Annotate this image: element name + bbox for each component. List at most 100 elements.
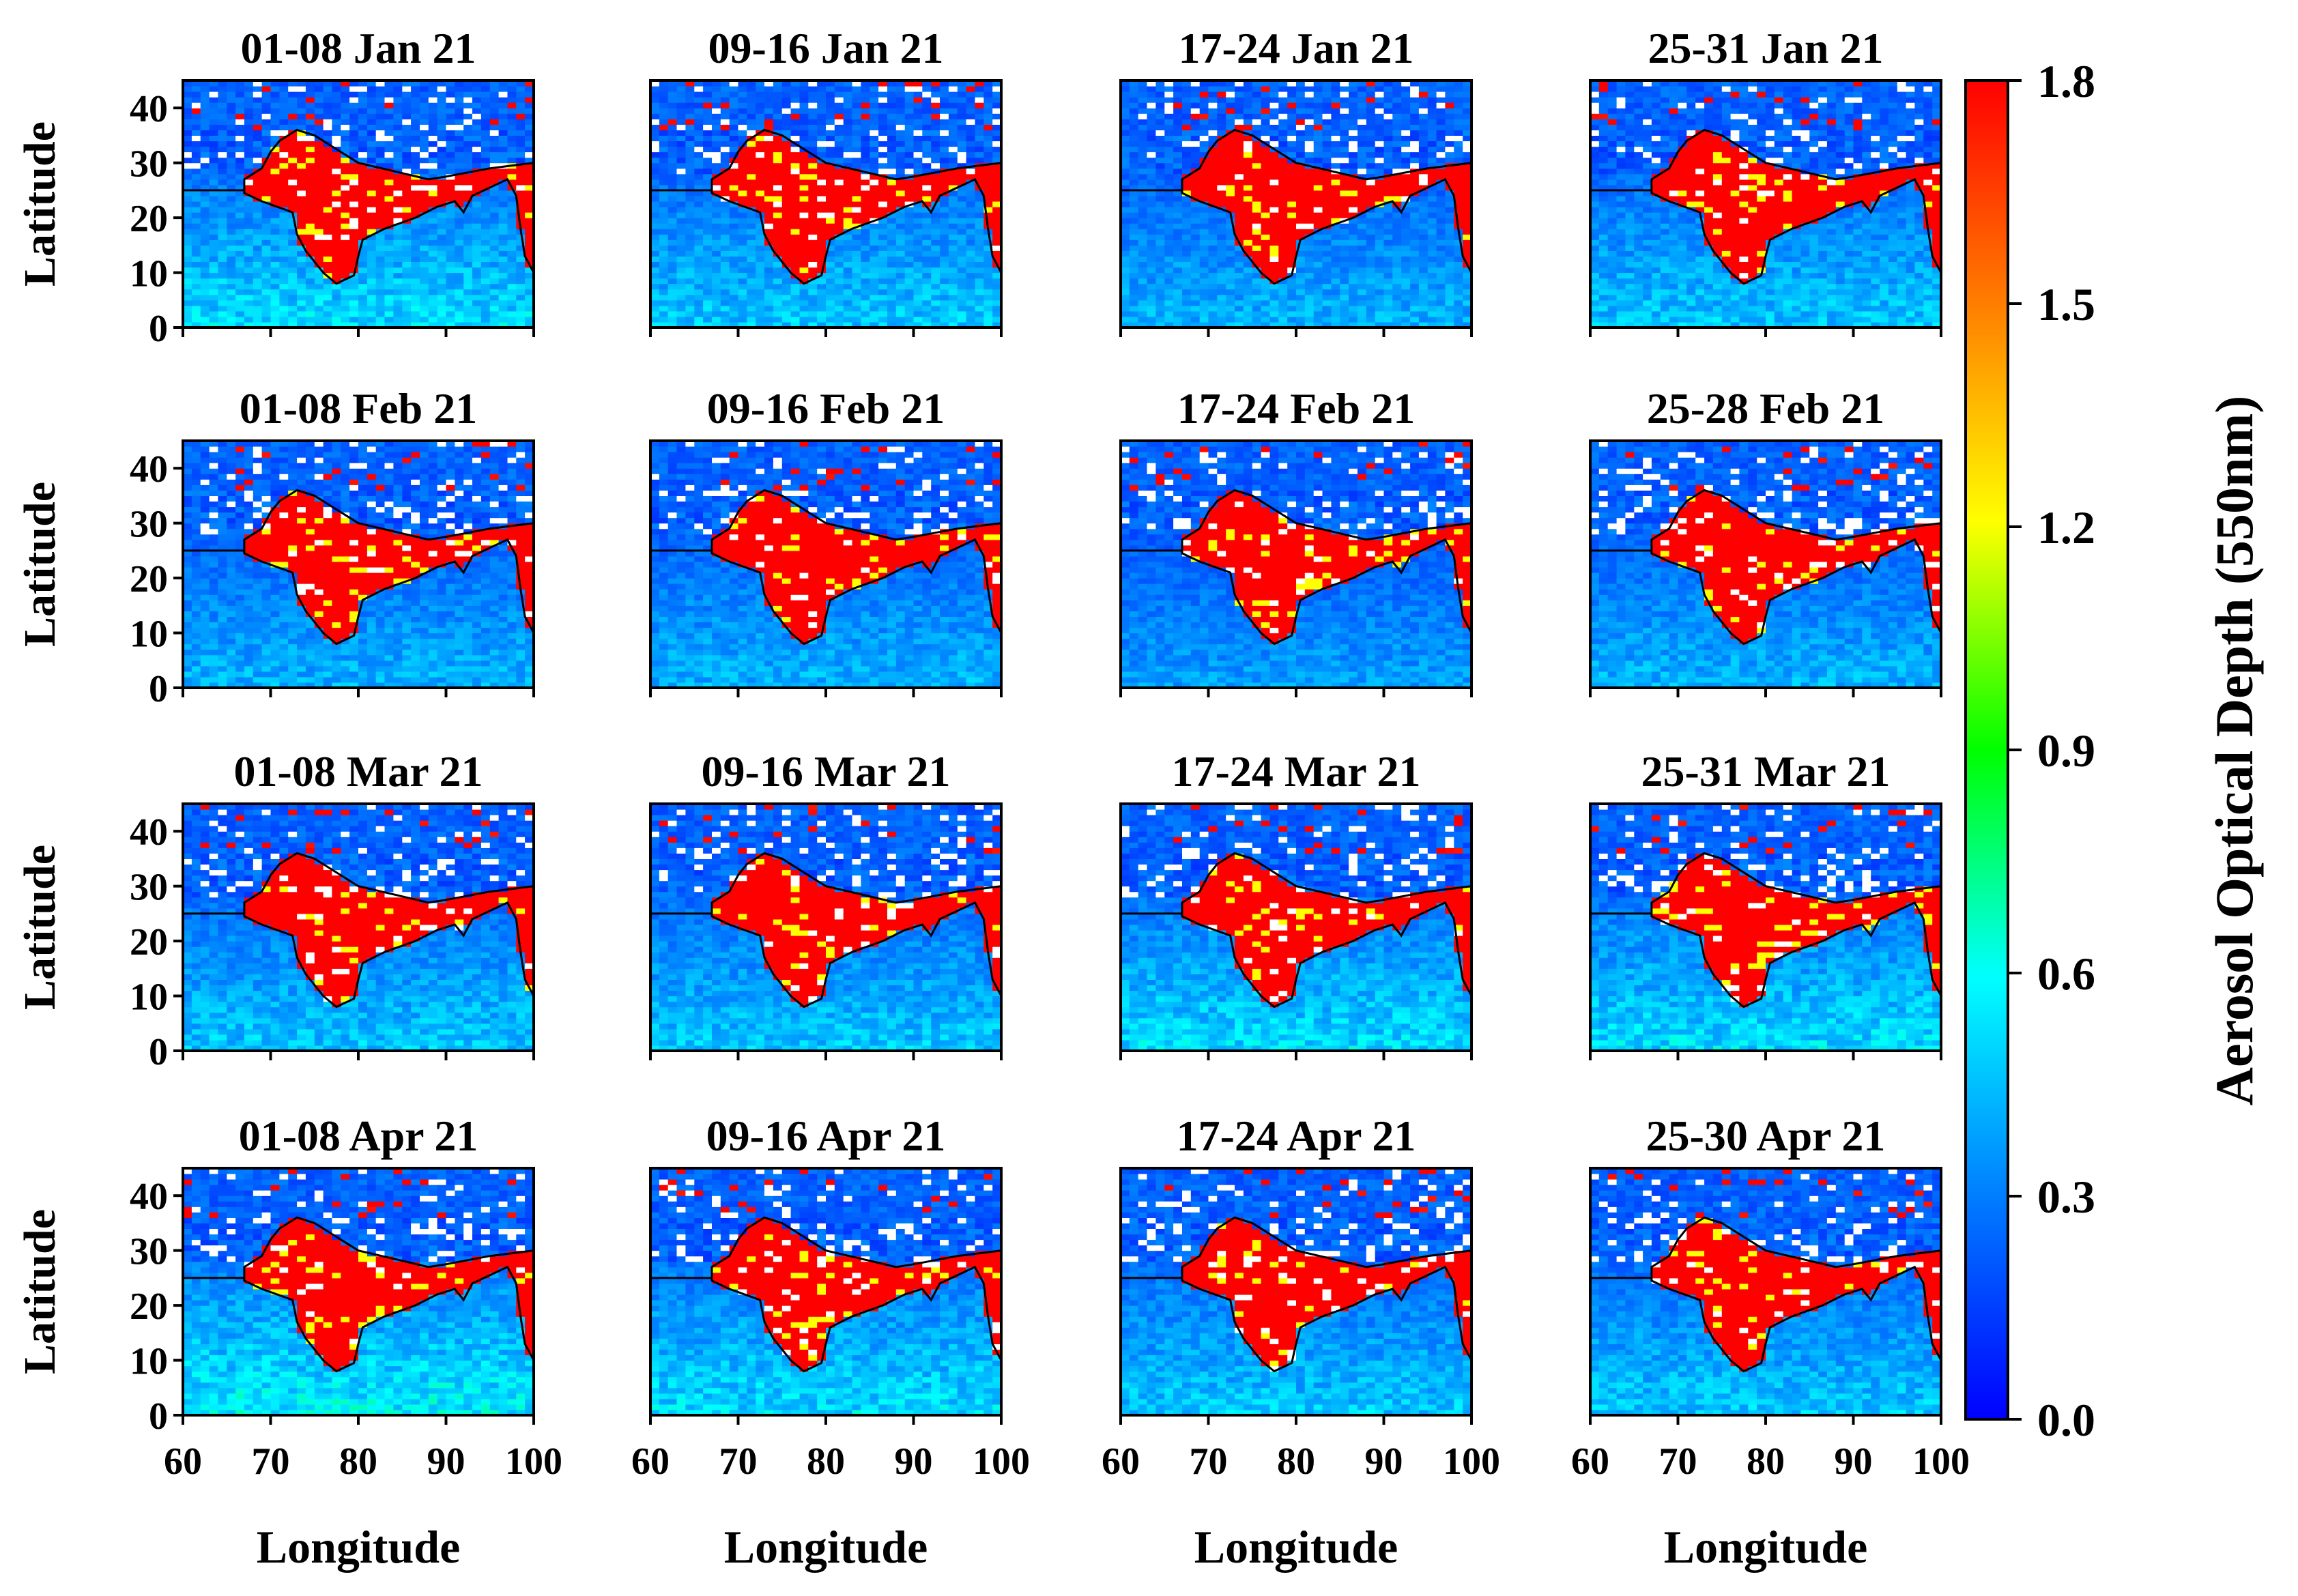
aod-cell: [1304, 310, 1315, 317]
aod-cell: [843, 256, 853, 262]
aod-cell: [1313, 190, 1323, 197]
aod-cell: [446, 190, 455, 197]
aod-cell: [314, 207, 324, 213]
aod-cell: [667, 146, 678, 153]
aod-cell: [270, 119, 280, 125]
aod-cell: [1217, 195, 1226, 202]
aod-cell: [235, 173, 245, 180]
aod-cell: [808, 218, 818, 224]
aod-cell: [1155, 151, 1165, 158]
aod-cell: [191, 272, 201, 279]
aod-cell: [983, 201, 993, 207]
aod-cell: [446, 81, 455, 87]
aod-cell: [209, 272, 218, 279]
aod-cell: [703, 267, 713, 274]
aod-cell: [1278, 267, 1288, 274]
aod-cell: [463, 261, 473, 268]
aod-cell: [790, 207, 800, 213]
aod-cell: [870, 310, 879, 317]
aod-cell: [1164, 261, 1174, 268]
aod-cell: [358, 229, 368, 235]
aod-cell: [781, 300, 792, 306]
aod-cell: [402, 305, 412, 312]
aod-cell: [676, 141, 686, 147]
aod-cell: [227, 245, 236, 251]
aod-cell: [940, 162, 949, 169]
aod-cell: [1190, 245, 1201, 251]
aod-cell: [1418, 250, 1428, 257]
aod-cell: [1454, 294, 1463, 301]
aod-cell: [384, 283, 394, 290]
aod-cell: [834, 267, 844, 274]
aod-cell: [957, 294, 967, 301]
aod-cell: [1418, 195, 1428, 202]
aod-cell: [861, 207, 870, 213]
aod-cell: [402, 130, 412, 136]
aod-cell: [279, 86, 289, 92]
aod-cell: [1252, 207, 1262, 213]
aod-cell: [393, 195, 403, 202]
aod-cell: [720, 267, 730, 274]
aod-cell: [261, 173, 271, 180]
aod-cell: [525, 195, 534, 202]
aod-cell: [878, 102, 888, 108]
aod-cell: [297, 81, 306, 87]
aod-cell: [375, 119, 386, 125]
aod-cell: [1164, 305, 1174, 312]
aod-cell: [861, 278, 870, 285]
aod-cell: [983, 124, 993, 130]
aod-cell: [887, 267, 897, 274]
aod-cell: [1243, 162, 1253, 169]
aod-cell: [1121, 272, 1130, 279]
aod-cell: [913, 272, 923, 279]
aod-cell: [895, 218, 906, 224]
aod-cell: [279, 240, 289, 246]
aod-cell: [270, 305, 280, 312]
aod-cell: [694, 108, 704, 114]
aod-cell: [799, 223, 809, 229]
aod-cell: [773, 91, 783, 98]
aod-cell: [235, 272, 245, 279]
aod-cell: [1454, 316, 1463, 323]
aod-cell: [1261, 201, 1270, 207]
aod-cell: [1235, 283, 1244, 290]
aod-cell: [667, 173, 678, 180]
aod-cell: [183, 316, 192, 323]
aod-cell: [1445, 223, 1454, 229]
aod-cell: [1383, 157, 1393, 164]
aod-cell: [498, 86, 508, 92]
aod-cell: [913, 113, 923, 119]
aod-cell: [191, 223, 201, 229]
aod-cell: [922, 195, 932, 202]
aod-cell: [375, 179, 386, 186]
aod-cell: [393, 179, 403, 186]
aod-cell: [1358, 316, 1367, 323]
aod-cell: [904, 240, 915, 246]
aod-cell: [1217, 190, 1226, 197]
aod-cell: [235, 135, 245, 141]
aod-cell: [332, 124, 341, 130]
aod-cell: [1375, 151, 1385, 158]
aod-cell: [1147, 146, 1156, 153]
aod-cell: [861, 240, 870, 246]
aod-cell: [1366, 310, 1376, 317]
aod-cell: [288, 113, 298, 119]
aod-cell: [244, 272, 254, 279]
aod-cell: [261, 256, 271, 262]
aod-cell: [685, 184, 695, 191]
aod-cell: [799, 245, 809, 251]
aod-cell: [402, 245, 412, 251]
aod-cell: [781, 91, 792, 98]
aod-cell: [1427, 218, 1437, 224]
aod-cell: [323, 310, 332, 317]
aod-cell: [1340, 141, 1349, 147]
aod-cell: [650, 108, 660, 114]
aod-cell: [507, 294, 517, 301]
aod-cell: [393, 250, 403, 257]
aod-cell: [913, 278, 923, 285]
aod-cell: [878, 240, 888, 246]
aod-cell: [720, 119, 730, 125]
aod-cell: [253, 229, 263, 235]
aod-cell: [1358, 141, 1367, 147]
